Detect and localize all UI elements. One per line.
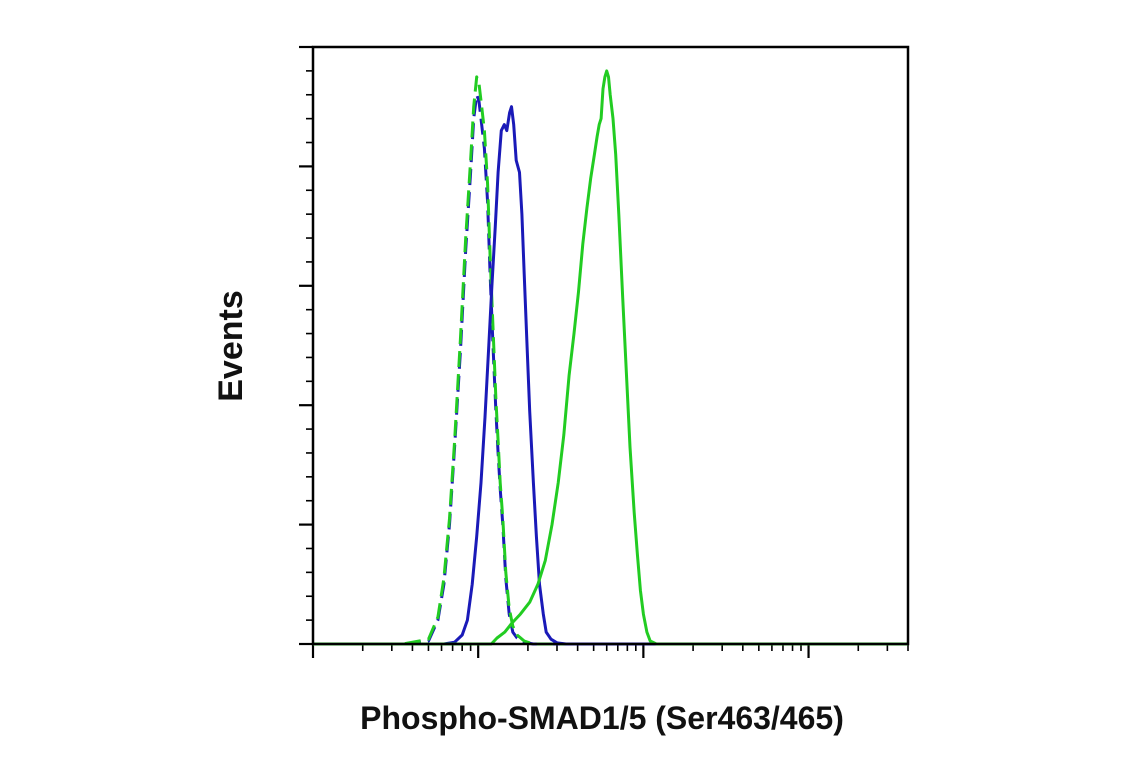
series-line-solid-blue: [313, 105, 908, 646]
y-axis-title: Events: [212, 290, 250, 402]
x-axis-ticks: [311, 644, 909, 658]
series-line-solid-green: [313, 69, 908, 646]
series-line-dashed-green: [313, 75, 908, 646]
y-axis-ticks: [299, 45, 313, 646]
series-line-dashed-blue: [313, 93, 908, 646]
plot-frame: [311, 45, 910, 646]
series-layer: [313, 69, 908, 646]
x-axis-title: Phospho-SMAD1/5 (Ser463/465): [360, 700, 844, 736]
